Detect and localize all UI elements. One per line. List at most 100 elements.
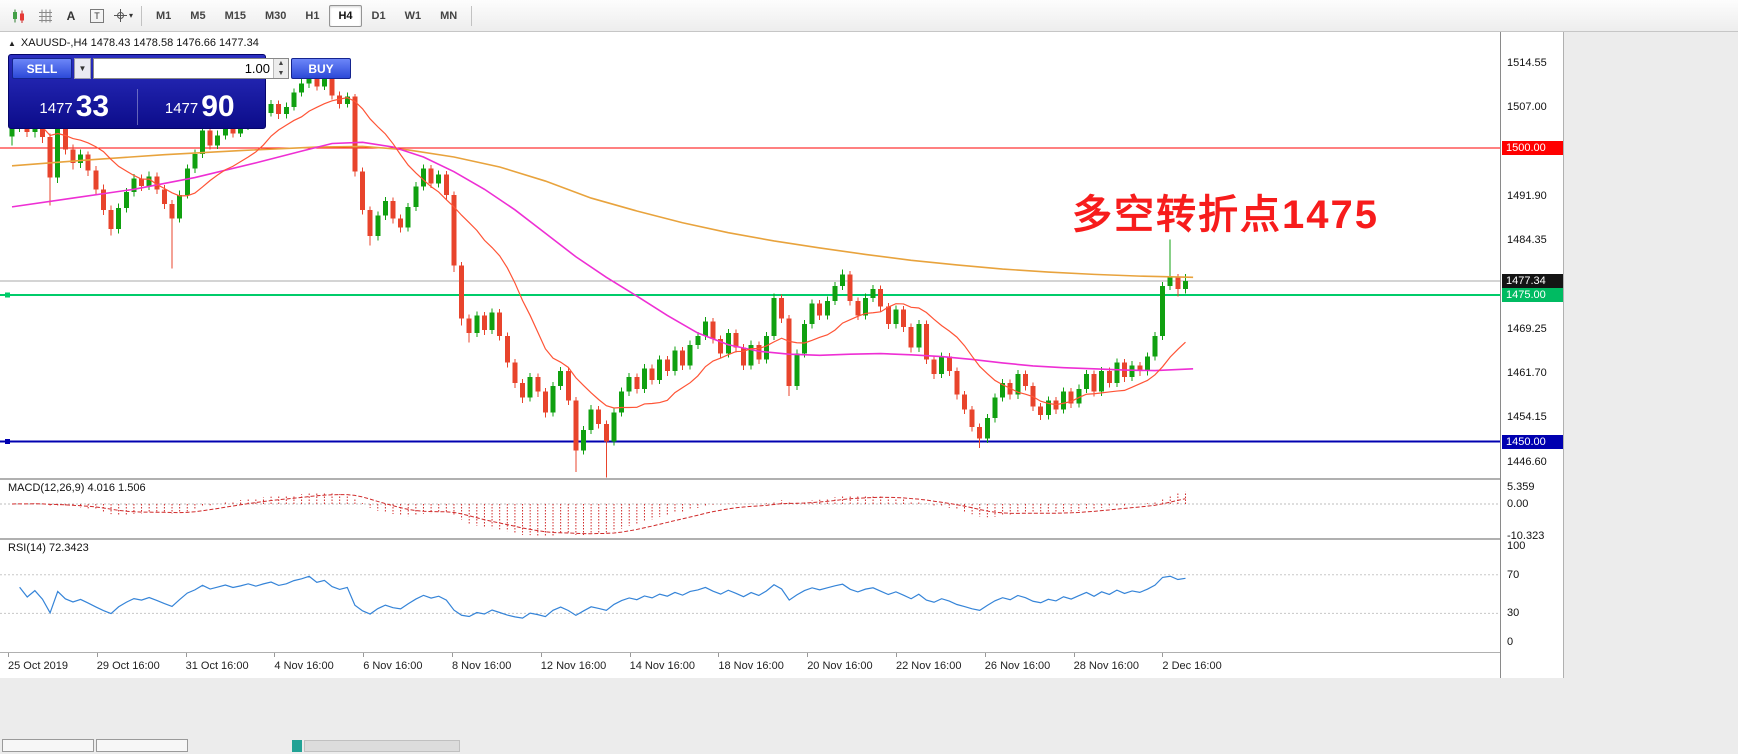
dropdown-caret-icon[interactable]: ▾ bbox=[128, 11, 133, 20]
workspace-bottom-area bbox=[0, 679, 1738, 754]
buy-price-pips: 90 bbox=[201, 90, 235, 123]
macd-axis-label: 5.359 bbox=[1507, 481, 1535, 494]
time-axis-label: 25 Oct 2019 bbox=[8, 660, 68, 672]
time-tick bbox=[807, 653, 809, 657]
buy-button[interactable]: BUY bbox=[291, 58, 351, 79]
time-axis-label: 8 Nov 16:00 bbox=[452, 660, 512, 672]
main-chart-plot[interactable] bbox=[0, 32, 1500, 478]
timeframe-button-m30[interactable]: M30 bbox=[264, 9, 287, 22]
volume-up-button[interactable]: ▲ bbox=[274, 59, 288, 69]
volume-down-button[interactable]: ▼ bbox=[274, 68, 288, 78]
timeframe-button-m15[interactable]: M15 bbox=[224, 9, 246, 22]
time-axis-label: 31 Oct 16:00 bbox=[185, 660, 249, 672]
timeframe-button-m1[interactable]: M1 bbox=[156, 9, 172, 22]
sell-price-main: 1477 bbox=[39, 100, 73, 117]
crosshair-icon[interactable]: ▾ bbox=[110, 4, 136, 28]
symbol-ohlc-header: ▲ XAUUSD-,H4 1478.43 1478.58 1476.66 147… bbox=[8, 37, 259, 49]
text-label-glyph: A bbox=[66, 8, 76, 23]
price-axis-label: 1446.60 bbox=[1507, 455, 1547, 468]
panel-divider[interactable] bbox=[0, 538, 1563, 540]
time-tick bbox=[363, 653, 365, 657]
buy-price[interactable]: 1477 90 bbox=[138, 91, 263, 125]
time-axis[interactable]: 25 Oct 2019 29 Oct 16:00 31 Oct 16:00 4 Nov… bbox=[0, 653, 1500, 678]
sell-button[interactable]: SELL bbox=[12, 58, 72, 79]
time-axis-label: 4 Nov 16:00 bbox=[274, 660, 334, 672]
volume-input[interactable] bbox=[94, 59, 273, 78]
time-tick bbox=[1073, 653, 1075, 657]
time-axis-label: 18 Nov 16:00 bbox=[718, 660, 784, 672]
price-badge-1500.00: 1500.00 bbox=[1502, 141, 1563, 156]
time-axis-label: 29 Oct 16:00 bbox=[96, 660, 160, 672]
macd-axis-label: -10.323 bbox=[1507, 530, 1545, 543]
price-axis[interactable]: 1514.55 1507.00 1491.90 1484.35 1469.25 1461.… bbox=[1500, 32, 1563, 678]
volume-stepper: ▲ ▼ bbox=[273, 59, 288, 78]
toolbar-separator bbox=[471, 5, 473, 26]
time-tick bbox=[185, 653, 187, 657]
time-axis-label: 14 Nov 16:00 bbox=[629, 660, 696, 672]
taskbar-accent-fragment[interactable] bbox=[292, 740, 302, 752]
price-axis-label: 1461.70 bbox=[1507, 366, 1547, 379]
timeframe-button-w1[interactable]: W1 bbox=[404, 9, 422, 22]
chart-annotation-text: 多空转折点1475 bbox=[1072, 193, 1379, 237]
time-tick bbox=[96, 653, 98, 657]
symbol-direction-arrow-icon: ▲ bbox=[8, 38, 16, 48]
time-tick bbox=[274, 653, 276, 657]
sell-price[interactable]: 1477 33 bbox=[12, 91, 137, 125]
rsi-indicator-plot[interactable] bbox=[0, 540, 1500, 652]
rsi-label: RSI(14) 72.3423 bbox=[8, 542, 89, 554]
time-axis-label: 12 Nov 16:00 bbox=[540, 660, 607, 672]
time-axis-label: 20 Nov 16:00 bbox=[807, 660, 873, 672]
text-label-icon[interactable]: A bbox=[58, 4, 84, 28]
price-badge-1475.00: 1475.00 bbox=[1502, 287, 1563, 302]
panel-divider bbox=[0, 652, 1563, 653]
timeframe-button-mn[interactable]: MN bbox=[440, 9, 458, 22]
panel-divider[interactable] bbox=[0, 478, 1563, 480]
time-tick bbox=[984, 653, 986, 657]
sell-price-pips: 33 bbox=[75, 90, 110, 123]
order-type-caret-icon[interactable]: ▼ bbox=[74, 58, 91, 79]
time-tick bbox=[8, 653, 9, 657]
macd-axis-label: 0.00 bbox=[1507, 497, 1529, 510]
timeframe-button-h1[interactable]: H1 bbox=[305, 9, 320, 22]
symbol-ohlc-text: XAUUSD-,H4 1478.43 1478.58 1476.66 1477.… bbox=[20, 37, 259, 49]
time-axis-label: 22 Nov 16:00 bbox=[896, 660, 962, 672]
chart-tab[interactable] bbox=[96, 739, 188, 752]
time-tick bbox=[540, 653, 542, 657]
top-toolbar: A T ▾ M1 M5 M15 M30 H1 H4 D1 W1 MN bbox=[0, 0, 1738, 32]
trade-panel-prices: 1477 33 1477 90 bbox=[12, 81, 262, 125]
time-tick bbox=[896, 653, 897, 657]
price-axis-label: 1507.00 bbox=[1507, 101, 1547, 114]
crosshair-glyph bbox=[113, 9, 127, 22]
timeframe-button-m5[interactable]: M5 bbox=[190, 9, 206, 22]
time-axis-label: 26 Nov 16:00 bbox=[984, 660, 1051, 672]
one-click-trading-panel: SELL ▼ ▲ ▼ BUY 1477 33 1477 bbox=[8, 54, 351, 129]
price-badge-1450.00: 1450.00 bbox=[1502, 434, 1563, 449]
text-box-icon[interactable]: T bbox=[84, 4, 110, 28]
timeframe-button-d1[interactable]: D1 bbox=[371, 9, 386, 22]
volume-control: ▲ ▼ bbox=[93, 58, 289, 79]
macd-indicator-plot[interactable] bbox=[0, 480, 1500, 538]
text-box-glyph: T bbox=[90, 8, 104, 23]
price-axis-label: 1514.55 bbox=[1507, 56, 1547, 69]
chart-window: ▲ XAUUSD-,H4 1478.43 1478.58 1476.66 147… bbox=[0, 32, 1564, 678]
price-axis-label: 1491.90 bbox=[1507, 189, 1547, 202]
time-axis-label: 2 Dec 16:00 bbox=[1162, 660, 1222, 672]
time-axis-label: 28 Nov 16:00 bbox=[1073, 660, 1140, 672]
time-tick bbox=[718, 653, 720, 657]
macd-label: MACD(12,26,9) 4.016 1.506 bbox=[8, 482, 146, 494]
taskbar-fragment[interactable] bbox=[304, 740, 460, 752]
grid-icon[interactable] bbox=[32, 4, 58, 28]
workspace-right-filler bbox=[1565, 32, 1738, 679]
price-badge-1477.34: 1477.34 bbox=[1502, 274, 1563, 289]
timeframe-button-h4[interactable]: H4 bbox=[329, 4, 362, 27]
price-axis-label: 1484.35 bbox=[1507, 234, 1547, 247]
chart-tab[interactable] bbox=[2, 739, 94, 752]
time-tick bbox=[452, 653, 453, 657]
rsi-axis-label: 30 bbox=[1507, 607, 1520, 620]
trade-panel-controls: SELL ▼ ▲ ▼ BUY bbox=[12, 58, 351, 79]
toolbar-separator bbox=[141, 5, 142, 26]
price-axis-label: 1454.15 bbox=[1507, 411, 1547, 424]
candlestick-chart-icon[interactable] bbox=[6, 4, 32, 28]
grid-glyph bbox=[38, 9, 52, 23]
